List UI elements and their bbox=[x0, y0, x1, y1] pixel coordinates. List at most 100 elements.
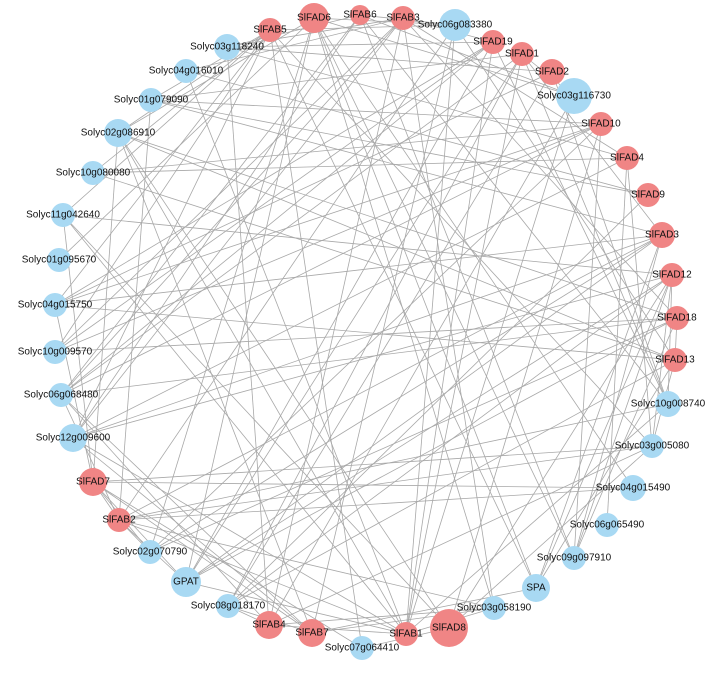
edge bbox=[54, 304, 94, 483]
edge bbox=[185, 41, 494, 583]
edge bbox=[72, 274, 673, 439]
node bbox=[660, 263, 684, 287]
edge bbox=[535, 359, 676, 589]
edge bbox=[492, 41, 669, 405]
edge bbox=[268, 445, 653, 626]
edge bbox=[118, 487, 634, 521]
node bbox=[394, 622, 418, 646]
edge bbox=[118, 519, 407, 635]
node-label: Solyc03g058190 bbox=[457, 603, 532, 614]
edge bbox=[72, 14, 361, 439]
node bbox=[562, 546, 586, 570]
edge bbox=[60, 394, 313, 634]
edge bbox=[92, 481, 187, 583]
edge bbox=[72, 234, 663, 439]
edge bbox=[269, 29, 363, 649]
node bbox=[107, 508, 131, 532]
node bbox=[539, 59, 565, 85]
edge bbox=[454, 24, 676, 361]
node bbox=[595, 513, 619, 537]
edge bbox=[311, 24, 456, 634]
edge bbox=[313, 17, 634, 489]
edge bbox=[92, 172, 676, 361]
edge bbox=[626, 157, 653, 447]
node-label: SlFAD7 bbox=[76, 477, 110, 488]
node bbox=[299, 3, 329, 33]
node bbox=[258, 18, 282, 42]
edge bbox=[60, 53, 523, 396]
edge bbox=[58, 17, 315, 261]
edge bbox=[185, 53, 523, 583]
edge bbox=[227, 53, 523, 607]
node bbox=[350, 636, 374, 660]
node bbox=[615, 146, 639, 170]
edge bbox=[60, 17, 404, 396]
edge bbox=[311, 587, 537, 634]
node-label: Solyc03g005080 bbox=[615, 441, 690, 452]
node-label: SlFAD8 bbox=[432, 623, 466, 634]
node-label: SlFAB4 bbox=[252, 620, 286, 631]
node bbox=[655, 391, 681, 417]
node-label: Solyc01g079090 bbox=[114, 95, 189, 106]
edge bbox=[535, 274, 673, 589]
edge bbox=[573, 234, 663, 559]
node-label: Solyc10g080080 bbox=[56, 168, 131, 179]
edge bbox=[92, 123, 602, 174]
edge bbox=[62, 214, 450, 629]
edge bbox=[226, 41, 494, 48]
node bbox=[51, 203, 75, 227]
edge bbox=[185, 17, 404, 72]
edge bbox=[62, 214, 673, 276]
edge bbox=[405, 24, 456, 635]
edge bbox=[54, 71, 553, 306]
node bbox=[104, 119, 132, 147]
node-label: Solyc07g064410 bbox=[325, 643, 400, 654]
edge bbox=[313, 17, 456, 26]
edge bbox=[573, 274, 673, 559]
node-label: SlFAD6 bbox=[297, 13, 331, 24]
edge bbox=[92, 132, 119, 483]
edge bbox=[313, 17, 575, 97]
node-label: SlFAD19 bbox=[473, 37, 513, 48]
edge bbox=[54, 234, 663, 306]
node-label: SlFAD9 bbox=[631, 190, 665, 201]
node-label: Solyc06g065490 bbox=[570, 520, 645, 531]
node bbox=[49, 383, 73, 407]
node-label: SlFAD18 bbox=[657, 313, 697, 324]
edge bbox=[54, 17, 404, 353]
node bbox=[522, 574, 550, 602]
node-label: SlFAB7 bbox=[295, 628, 329, 639]
edge bbox=[405, 41, 494, 635]
node-label: Solyc10g009570 bbox=[18, 347, 93, 358]
edge bbox=[117, 17, 315, 134]
edge bbox=[72, 29, 271, 439]
node bbox=[138, 540, 162, 564]
edge bbox=[72, 157, 628, 439]
node-label: Solyc04g016010 bbox=[149, 66, 224, 77]
edge bbox=[54, 41, 494, 353]
edge bbox=[573, 123, 602, 559]
edge bbox=[117, 29, 271, 134]
edge bbox=[268, 95, 575, 626]
edge bbox=[117, 132, 407, 635]
edge bbox=[60, 14, 361, 396]
node bbox=[43, 293, 67, 317]
edge bbox=[405, 403, 669, 635]
node bbox=[391, 6, 415, 30]
edge bbox=[268, 17, 404, 626]
node bbox=[510, 42, 534, 66]
node bbox=[649, 222, 675, 248]
edge bbox=[573, 317, 678, 559]
node-label: Solyc06g083380 bbox=[418, 20, 493, 31]
node bbox=[481, 30, 505, 54]
edge bbox=[62, 214, 407, 635]
edge bbox=[117, 132, 450, 629]
edge bbox=[185, 70, 649, 196]
edge bbox=[227, 194, 649, 607]
edge bbox=[60, 317, 678, 396]
edge bbox=[405, 95, 575, 635]
node bbox=[47, 248, 71, 272]
node bbox=[139, 88, 163, 112]
